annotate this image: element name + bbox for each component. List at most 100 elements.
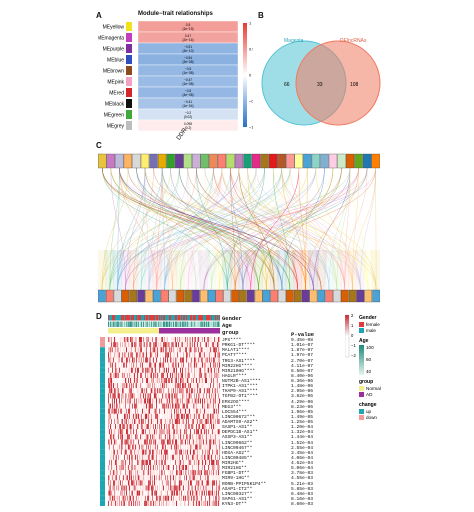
sankey-link xyxy=(102,167,298,291)
heatmap-cell xyxy=(184,408,186,414)
group-annot-cell xyxy=(196,328,198,334)
heatmap-cell xyxy=(156,490,158,496)
heatmap-cell xyxy=(182,347,184,353)
heatmap-cell xyxy=(214,383,216,389)
heatmap-cell xyxy=(217,465,219,471)
heatmap-cell xyxy=(143,347,145,353)
heatmap-cell xyxy=(181,377,183,384)
heatmap-cell xyxy=(131,434,133,440)
heatmap-cell xyxy=(151,372,153,379)
heatmap-cell xyxy=(138,444,140,450)
heatmap-cell xyxy=(157,362,159,368)
heatmap-cell xyxy=(139,408,141,414)
heatmap-cell xyxy=(138,408,140,414)
heatmap-cell xyxy=(159,383,161,389)
heatmap-cell xyxy=(189,470,191,476)
heatmap-cell xyxy=(192,449,194,455)
age-annot-cell xyxy=(193,321,195,327)
gene-label: TRG3-AS1**** xyxy=(222,358,256,364)
heatmap-cell xyxy=(181,383,183,389)
heatmap-cell xyxy=(149,459,151,466)
heatmap-cell xyxy=(168,352,170,358)
age-annot-cell xyxy=(180,321,182,327)
sankey-link xyxy=(133,167,368,291)
heatmap-cell xyxy=(167,418,169,425)
heatmap-cell xyxy=(165,424,167,430)
heatmap-cell xyxy=(172,413,174,419)
heatmap-cell xyxy=(172,500,174,507)
heatmap-cell xyxy=(207,454,209,460)
panel-letter-a: A xyxy=(96,11,102,20)
heatmap-cell xyxy=(160,490,162,496)
change-annot-cell xyxy=(100,434,105,440)
heatmap-cell xyxy=(216,470,218,476)
heatmap-cell xyxy=(145,449,147,455)
heatmap-cell xyxy=(179,408,181,414)
module-swatch xyxy=(126,110,132,119)
heatmap-cell xyxy=(194,367,196,373)
heatmap-cell xyxy=(124,480,126,486)
heatmap-cell xyxy=(216,490,218,496)
heatmap-cell xyxy=(194,388,196,394)
heatmap-cell xyxy=(121,372,123,379)
heatmap-cell xyxy=(192,408,194,414)
heatmap-cell xyxy=(110,424,112,430)
age-annot-cell xyxy=(110,321,112,327)
heatmap-cell xyxy=(209,362,211,368)
heatmap-cell xyxy=(138,480,140,486)
age-annot-cell xyxy=(186,321,188,327)
heatmap-cell xyxy=(210,429,212,435)
heatmap-cell xyxy=(198,439,200,445)
sankey-bottom-node xyxy=(246,289,255,303)
heatmap-cell xyxy=(112,480,114,486)
heatmap-cell xyxy=(178,413,180,419)
heatmap-cell xyxy=(197,372,199,379)
heatmap-cell xyxy=(215,429,217,435)
heatmap-cell xyxy=(142,465,144,471)
heatmap-cell xyxy=(133,444,135,450)
heatmap-cell xyxy=(206,459,208,466)
heatmap-cell xyxy=(184,439,186,445)
heatmap-cell xyxy=(189,500,191,507)
heatmap-cell xyxy=(190,393,192,399)
heatmap-cell xyxy=(140,388,142,394)
heatmap-cell xyxy=(176,465,178,471)
heatmap-cell xyxy=(123,490,125,496)
heatmap-cell xyxy=(162,388,164,394)
heatmap-cell xyxy=(180,408,182,414)
heatmap-cell xyxy=(175,429,177,435)
heatmap-cell xyxy=(201,408,203,414)
heatmap-cell xyxy=(209,449,211,455)
heatmap-cell xyxy=(166,342,168,348)
heatmap-cell xyxy=(125,444,127,450)
heatmap-cell xyxy=(144,454,146,460)
heatmap-cell xyxy=(174,490,176,496)
heatmap-cell xyxy=(139,413,141,419)
heatmap-cell xyxy=(152,454,154,460)
heatmap-cell xyxy=(203,439,205,445)
heatmap-cell xyxy=(111,367,113,373)
heatmap-cell xyxy=(111,485,113,491)
heatmap-cell xyxy=(131,408,133,414)
heatmap-cell xyxy=(153,444,155,450)
heatmap-cell xyxy=(134,357,136,363)
heatmap-cell xyxy=(154,398,156,404)
heatmap-cell xyxy=(165,485,167,491)
heatmap-cell xyxy=(186,495,188,501)
legend-gender-label: female xyxy=(366,322,380,327)
heatmap-cell xyxy=(115,342,117,348)
heatmap-cell xyxy=(217,357,219,363)
cell-correlation: −0.51 xyxy=(184,45,192,49)
heatmap-cell xyxy=(211,377,213,384)
heatmap-cell xyxy=(209,398,211,404)
heatmap-cell xyxy=(207,398,209,404)
heatmap-cell xyxy=(156,424,158,430)
heatmap-cell xyxy=(125,490,127,496)
heatmap-cell xyxy=(201,347,203,353)
heatmap-cell xyxy=(119,424,121,430)
heatmap-cell xyxy=(175,470,177,476)
heatmap-cell xyxy=(150,337,152,343)
heatmap-cell xyxy=(201,434,203,440)
sankey-fan xyxy=(315,250,328,290)
heatmap-cell xyxy=(197,403,199,409)
